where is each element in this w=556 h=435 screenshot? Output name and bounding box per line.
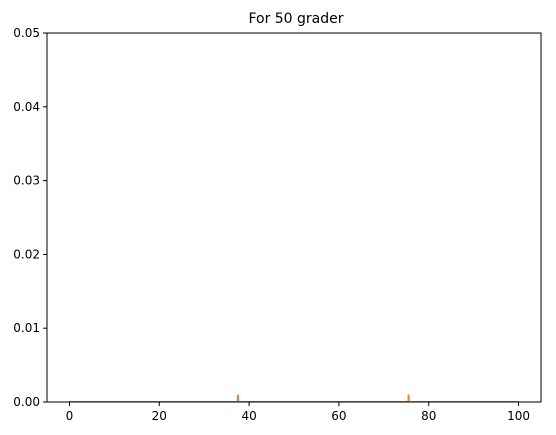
y-tick-label: 0.02 [13,247,40,261]
series-line-2 [68,394,520,402]
y-tick-label: 0.03 [13,174,40,188]
x-tick-label: 0 [66,409,74,423]
x-axis: 0 20 40 60 80 100 [66,402,530,423]
x-tick-label: 20 [152,409,167,423]
y-axis: 0.00 0.01 0.02 0.03 0.04 0.05 [13,26,47,409]
x-tick-label: 100 [507,409,530,423]
y-tick-label: 0.01 [13,321,40,335]
y-tick-label: 0.04 [13,100,40,114]
chart-title: For 50 grader [248,11,343,27]
x-tick-label: 60 [331,409,346,423]
x-tick-label: 40 [241,409,256,423]
y-tick-label: 0.00 [13,395,40,409]
y-tick-label: 0.05 [13,26,40,40]
axes-frame [46,32,542,403]
series-line-1 [68,394,520,402]
x-tick-label: 80 [421,409,436,423]
